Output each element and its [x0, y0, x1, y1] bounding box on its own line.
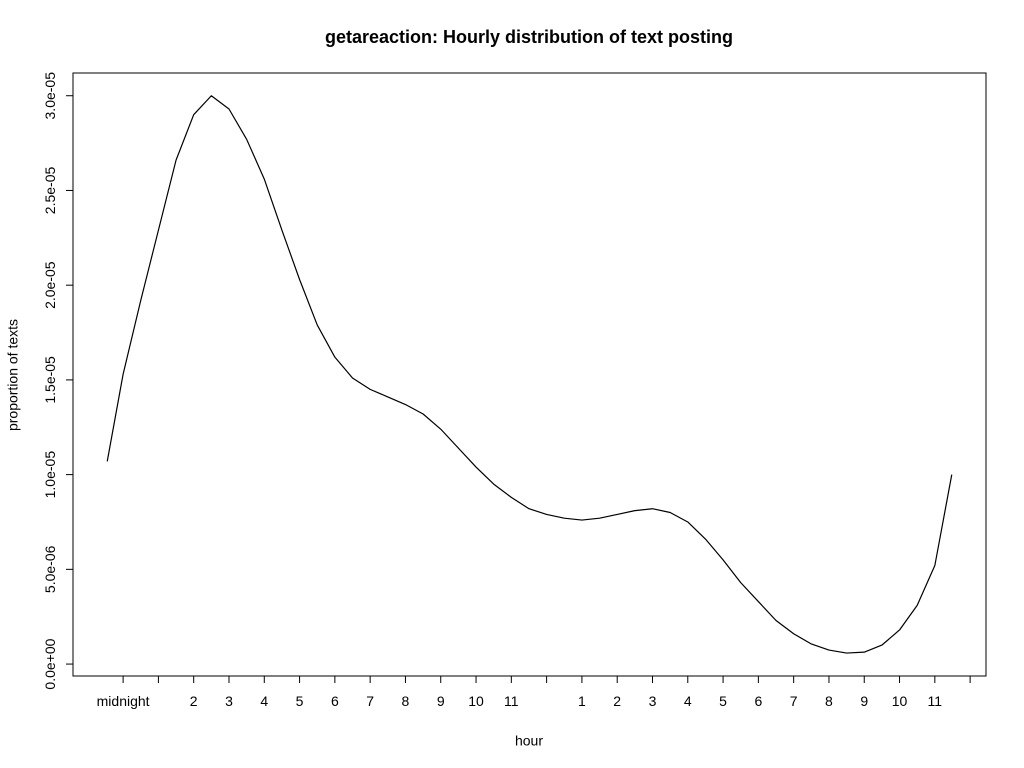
- x-tick-label: 7: [790, 693, 798, 709]
- plot-frame: [72, 72, 987, 677]
- y-tick-label: 1.0e-05: [42, 451, 58, 499]
- x-tick-label: 10: [468, 693, 484, 709]
- chart-title: getareaction: Hourly distribution of tex…: [325, 27, 733, 47]
- x-tick-label: 9: [437, 693, 445, 709]
- x-tick-label: 3: [225, 693, 233, 709]
- x-tick-label: 11: [928, 693, 943, 709]
- y-tick-label: 5.0e-06: [42, 545, 58, 593]
- x-tick-label: 10: [892, 693, 908, 709]
- x-tick-label: 1: [578, 693, 586, 709]
- y-tick-label: 3.0e-05: [42, 72, 58, 120]
- y-tick-label: 1.5e-05: [42, 356, 58, 404]
- x-tick-label: 5: [296, 693, 304, 709]
- x-tick-label: 2: [190, 693, 198, 709]
- x-tick-label: 7: [366, 693, 374, 709]
- x-tick-label: 2: [613, 693, 621, 709]
- x-tick-label: 4: [684, 693, 692, 709]
- x-tick-label: 11: [504, 693, 519, 709]
- x-tick-label: 6: [331, 693, 339, 709]
- x-tick-label: 8: [825, 693, 833, 709]
- x-tick-label: 8: [402, 693, 410, 709]
- y-axis-label: proportion of texts: [5, 319, 21, 431]
- x-tick-label: 3: [649, 693, 657, 709]
- y-tick-label: 2.0e-05: [42, 261, 58, 309]
- y-tick-label: 2.5e-05: [42, 167, 58, 215]
- x-axis-label: hour: [515, 733, 543, 749]
- x-tick-label: 5: [719, 693, 727, 709]
- x-tick-label: 4: [260, 693, 268, 709]
- x-tick-label: 9: [860, 693, 868, 709]
- density-line: [106, 95, 953, 654]
- y-tick-label: 0.0e+00: [42, 638, 58, 689]
- x-tick-label: 6: [754, 693, 762, 709]
- x-tick-label: midnight: [97, 693, 150, 709]
